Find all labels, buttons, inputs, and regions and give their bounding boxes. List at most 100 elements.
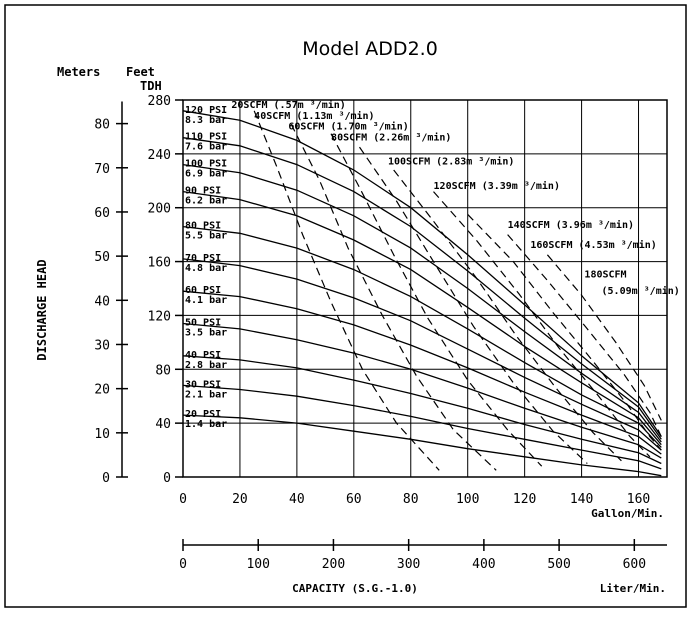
gpm-tick-label: 0 (179, 492, 187, 507)
meter-tick-label: 0 (102, 471, 110, 486)
grid-lines (183, 100, 667, 477)
feet-tick-label: 40 (155, 417, 171, 432)
meter-tick-label: 40 (94, 294, 110, 309)
feet-tick-label: 200 (148, 202, 171, 217)
pressure-curve (182, 414, 662, 477)
air-curve-label: 20SCFM (.57m ³/min) (231, 99, 345, 111)
air-curve (330, 133, 543, 467)
gpm-tick-label: 40 (289, 492, 305, 507)
tdh-header: TDH (140, 79, 162, 93)
pressure-curve (182, 258, 662, 451)
feet-tick-label: 280 (148, 94, 171, 109)
pressure-label-bar: 8.3 bar (185, 115, 227, 126)
pressure-curve (182, 290, 662, 455)
air-curve-label: 120SCFM (3.39m ³/min) (434, 180, 560, 192)
pressure-label-psi: 110 PSI (185, 132, 227, 143)
pressure-curve (182, 163, 662, 443)
lpm-tick-label: 400 (472, 557, 495, 572)
pressure-label-psi: 100 PSI (185, 159, 227, 170)
pressure-label-psi: 90 PSI (185, 186, 221, 197)
gpm-axis: 0 20 40 60 80 100 120 140 160 (179, 492, 650, 507)
pressure-label-psi: 50 PSI (185, 318, 221, 329)
air-curve-label: 60SCFM (1.70m ³/min) (288, 121, 408, 133)
plot-border (182, 99, 668, 478)
pressure-label-psi: 30 PSI (185, 379, 221, 390)
gpm-tick-label: 20 (232, 492, 248, 507)
pressure-label-psi: 80 PSI (185, 221, 221, 232)
air-curve-label: 80SCFM (2.26m ³/min) (331, 131, 451, 143)
gpm-tick-label: 100 (456, 492, 479, 507)
meter-tick-label: 30 (94, 338, 110, 353)
plot-frame (182, 99, 668, 478)
gpm-tick-label: 80 (403, 492, 419, 507)
lpm-tick-label: 500 (547, 557, 570, 572)
lpm-tick-label: 100 (246, 557, 269, 572)
pressure-curve (182, 225, 662, 448)
meter-tick-label: 50 (94, 250, 110, 265)
air-curve (290, 123, 497, 471)
gpm-tick-label: 160 (627, 492, 650, 507)
pressure-curve (182, 355, 662, 465)
capacity-label: CAPACITY (S.G.-1.0) (292, 582, 418, 595)
y-axis-label: DISCHARGE HEAD (35, 259, 49, 360)
pressure-label-bar: 3.5 bar (185, 328, 227, 339)
lpm-tick-label: 600 (623, 557, 646, 572)
pressure-label-psi: 20 PSI (185, 409, 221, 420)
meter-tick-label: 70 (94, 162, 110, 177)
feet-tick-label: 120 (148, 309, 171, 324)
pressure-curve (182, 322, 662, 459)
air-curve-label: (5.09m ³/min) (602, 285, 680, 297)
lpm-tick-label: 300 (397, 557, 420, 572)
air-curve (359, 146, 588, 464)
pressure-label-bar: 1.4 bar (185, 419, 227, 430)
lpm-tick-label: 0 (179, 557, 187, 572)
air-curve (253, 110, 440, 471)
pressure-label-psi: 120 PSI (185, 105, 227, 116)
pressure-label-bar: 6.2 bar (185, 196, 227, 207)
meters-header: Meters (57, 65, 100, 79)
pressure-label-bar: 2.8 bar (185, 360, 227, 371)
lpm-axis: 0 100 200 300 400 500 600 (179, 539, 667, 572)
pressure-label-bar: 4.8 bar (185, 263, 227, 274)
air-labels: 20SCFM (.57m ³/min)40SCFM (1.13m ³/min)6… (231, 99, 679, 297)
pressure-label-bar: 2.1 bar (185, 389, 227, 400)
feet-tick-label: 0 (163, 471, 171, 486)
pressure-label-psi: 60 PSI (185, 285, 221, 296)
chart-title: Model ADD2.0 (302, 38, 438, 60)
meter-tick-label: 80 (94, 118, 110, 133)
pressure-label-bar: 5.5 bar (185, 231, 227, 242)
gpm-tick-label: 140 (570, 492, 593, 507)
pressure-curve (182, 384, 662, 470)
feet-tick-label: 240 (148, 148, 171, 163)
pressure-label-psi: 70 PSI (185, 253, 221, 264)
air-curve (393, 169, 622, 462)
air-curve (467, 213, 662, 451)
meter-tick-label: 20 (94, 383, 110, 398)
feet-tick-label: 80 (155, 363, 171, 378)
pressure-curve (182, 110, 662, 437)
meter-axis: 0 10 20 30 40 50 60 70 80 (94, 101, 128, 486)
air-curve-label: 140SCFM (3.96m ³/min) (508, 219, 634, 231)
air-curve-label: 160SCFM (4.53m ³/min) (530, 239, 656, 251)
air-curve-label: 180SCFM (584, 270, 626, 281)
x-axis-label-gpm: Gallon/Min. (591, 507, 664, 520)
gpm-tick-label: 60 (346, 492, 362, 507)
x-axis-label-lpm: Liter/Min. (600, 582, 666, 595)
air-curve-label: 40SCFM (1.13m ³/min) (254, 110, 374, 122)
pressure-label-bar: 6.9 bar (185, 169, 227, 180)
pressure-curves (182, 110, 662, 477)
feet-axis: 0 40 80 120 160 200 240 280 (148, 94, 183, 486)
meter-tick-label: 10 (94, 427, 110, 442)
pressure-label-psi: 40 PSI (185, 350, 221, 361)
gpm-tick-label: 120 (513, 492, 536, 507)
pressure-curve (182, 137, 662, 440)
air-curve (433, 191, 651, 458)
lpm-tick-label: 200 (322, 557, 345, 572)
pressure-label-bar: 4.1 bar (185, 295, 227, 306)
air-curves (253, 110, 662, 471)
feet-header: Feet (126, 65, 155, 79)
feet-tick-label: 160 (148, 256, 171, 271)
